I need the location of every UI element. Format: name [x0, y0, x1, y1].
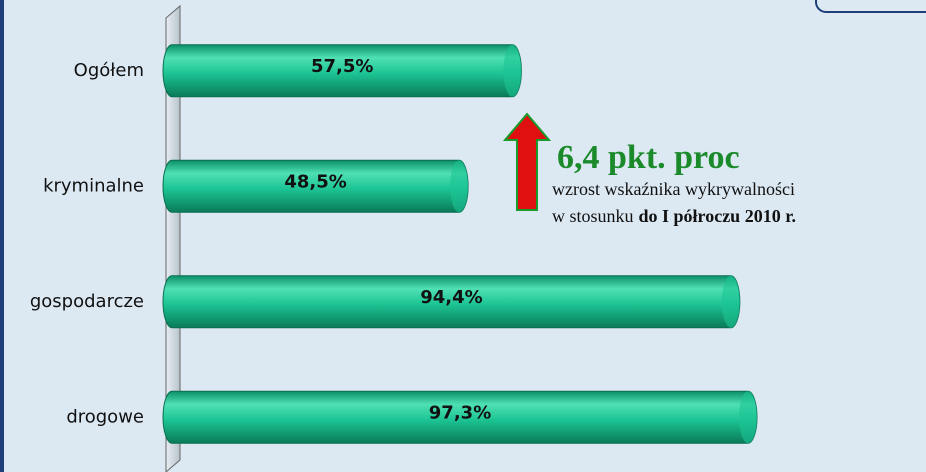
y-tick-label: Ogółem — [74, 60, 144, 81]
y-tick-label: drogowe — [66, 406, 144, 427]
bar-cap — [503, 44, 522, 97]
value-label: 48,5% — [284, 171, 346, 192]
bar-cap — [739, 391, 758, 444]
left-border — [0, 0, 4, 472]
value-label: 94,4% — [420, 287, 482, 308]
bar-cap — [450, 160, 469, 213]
annotation-bold: do I półroczu 2010 r. — [639, 206, 797, 226]
y-tick-label: gospodarcze — [30, 291, 144, 312]
up-arrow — [502, 112, 552, 211]
annotation-text: w stosunku — [552, 206, 634, 226]
annotation-line: w stosunku do I półroczu 2010 r. — [552, 206, 796, 226]
value-label: 97,3% — [429, 402, 491, 423]
corner-box — [815, 0, 926, 13]
annotation-line: wzrost wskaźnika wykrywalności — [552, 179, 795, 199]
value-label: 57,5% — [311, 56, 373, 77]
bar-cap — [721, 275, 740, 328]
y-tick-label: kryminalne — [43, 175, 144, 196]
annotation-headline: 6,4 pkt. proc — [557, 139, 740, 176]
